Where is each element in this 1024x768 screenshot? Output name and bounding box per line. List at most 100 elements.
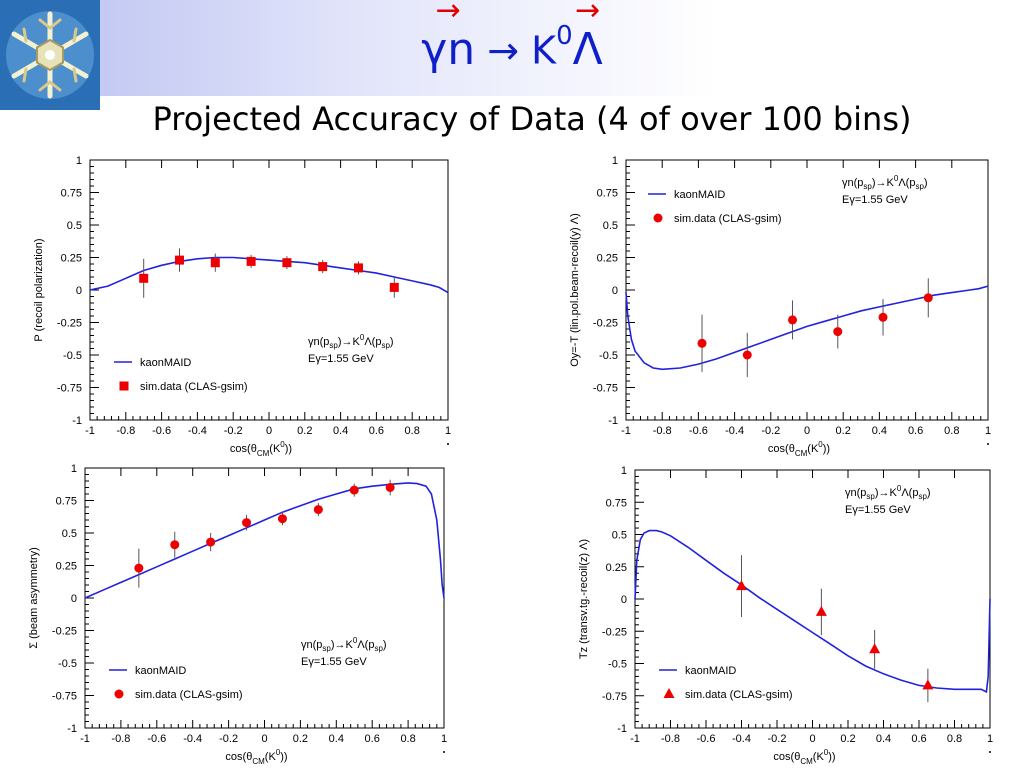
x-tick-label: -0.8: [111, 733, 130, 745]
title-superscript: 0: [556, 21, 573, 51]
energy-annotation: Eγ=1.55 GeV: [308, 353, 374, 365]
x-tick-label: -0.6: [697, 733, 716, 745]
data-point: [389, 282, 399, 292]
reaction-annotation: γn(psp)→K0Λ(psp): [308, 333, 394, 350]
legend-data-label: sim.data (CLAS-gsim): [674, 213, 782, 225]
x-tick-label: 0.8: [405, 425, 420, 437]
reaction-annotation: γn(psp)→K0Λ(psp): [845, 484, 931, 501]
data-point: [385, 483, 395, 492]
y-tick-label: 1: [612, 155, 618, 167]
y-tick-label: 0.75: [56, 496, 77, 508]
chart-svg: -1 -0.8 -0.6 -0.4 -0.2 0 0.2 0.4 0.6 0.8 1 1 0.75 0.5…: [578, 465, 993, 766]
x-tick-label: 0.2: [297, 425, 312, 437]
y-tick-label: 1: [76, 155, 82, 167]
y-tick-label: 0.5: [612, 530, 627, 542]
legend-curve-label: kaonMAID: [140, 357, 191, 369]
x-tick-label: 1: [987, 733, 993, 745]
kaonmaid-curve: [634, 529, 991, 694]
snowflake-logo: [0, 0, 100, 110]
x-tick-label: -0.4: [188, 425, 207, 437]
x-tick-label: -1: [80, 733, 90, 745]
data-point: [282, 258, 292, 268]
y-tick-label: 0.75: [597, 188, 618, 200]
x-axis-label: cos(θCM(K0)): [230, 440, 292, 458]
legend-curve-label: kaonMAID: [674, 189, 725, 201]
x-tick-label: -0.4: [183, 733, 202, 745]
x-tick-label: 0: [804, 425, 810, 437]
x-tick-label: -0.4: [725, 425, 744, 437]
title-banner: [0, 0, 1024, 96]
data-point: [736, 580, 747, 591]
x-tick-label: -1: [85, 425, 95, 437]
y-tick-label: 0.5: [603, 220, 618, 232]
x-axis-label: cos(θCM(K0)): [773, 748, 835, 766]
y-tick-label: -0.5: [608, 659, 627, 671]
y-tick-label: 0.25: [61, 253, 82, 265]
data-point: [354, 263, 363, 273]
legend-data-swatch: [119, 381, 129, 391]
y-tick-label: 0: [621, 594, 627, 606]
title-arrow: → K: [475, 28, 557, 73]
x-tick-label: 0.4: [876, 733, 891, 745]
y-tick-label: -1: [67, 723, 77, 735]
y-tick-label: -0.25: [52, 626, 77, 638]
x-tick-label: -0.2: [768, 733, 787, 745]
x-tick-label: -1: [621, 425, 631, 437]
y-tick-label: 0.75: [61, 188, 82, 200]
x-tick-label: 0.6: [911, 733, 926, 745]
y-tick-label: 1: [621, 465, 627, 477]
y-tick-label: -0.25: [593, 318, 618, 330]
corner-dot: [443, 751, 445, 753]
x-tick-label: -1: [630, 733, 640, 745]
slide-title: γn → K0Λ: [0, 0, 1024, 79]
x-tick-label: 0.4: [872, 425, 887, 437]
x-tick-label: -0.4: [732, 733, 751, 745]
data-point: [878, 312, 888, 322]
reaction-annotation: γn(psp)→K0Λ(psp): [301, 636, 387, 653]
beam-recoil-oy-chart: -1 -0.8 -0.6 -0.4 -0.2 0 0.2 0.4 0.6 0.8 1 1 0.75 0.5…: [560, 148, 1000, 458]
data-point: [313, 505, 323, 515]
y-tick-label: -0.75: [57, 383, 82, 395]
data-point: [246, 256, 256, 266]
x-tick-label: -0.2: [224, 425, 243, 437]
y-tick-label: 0: [612, 285, 618, 297]
data-point: [139, 273, 149, 283]
x-tick-label: -0.8: [116, 425, 135, 437]
x-tick-label: -0.6: [152, 425, 171, 437]
chart-svg: -1 -0.8 -0.6 -0.4 -0.2 0 0.2 0.4 0.6 0.8 1 1 0.75 0.5…: [28, 463, 447, 766]
x-tick-label: 0.8: [400, 733, 415, 745]
y-tick-label: -0.75: [593, 383, 618, 395]
y-tick-label: -0.25: [57, 318, 82, 330]
reaction-annotation: γn(psp)→K0Λ(psp): [842, 174, 928, 191]
y-axis-label: P (recoil polarization): [33, 238, 45, 341]
x-tick-label: 0.6: [908, 425, 923, 437]
y-tick-label: -0.75: [602, 691, 627, 703]
x-tick-label: -0.6: [689, 425, 708, 437]
y-tick-label: -0.5: [599, 350, 618, 362]
kaonmaid-curve: [84, 482, 445, 599]
energy-annotation: Eγ=1.55 GeV: [301, 656, 367, 668]
y-tick-label: -0.5: [58, 658, 77, 670]
x-tick-label: 0: [266, 425, 272, 437]
kaonmaid-curve: [89, 256, 449, 294]
x-tick-label: 0: [809, 733, 815, 745]
energy-annotation: Eγ=1.55 GeV: [845, 504, 911, 516]
y-tick-label: 0: [71, 593, 77, 605]
x-tick-label: 0.6: [365, 733, 380, 745]
y-tick-label: 0.5: [67, 220, 82, 232]
legend-curve-label: kaonMAID: [135, 665, 186, 677]
data-point: [815, 605, 827, 616]
beam-asymmetry-chart: -1 -0.8 -0.6 -0.4 -0.2 0 0.2 0.4 0.6 0.8 1 1 0.75 0.5…: [10, 458, 460, 768]
y-tick-label: 0: [76, 285, 82, 297]
legend-data-swatch: [114, 689, 124, 699]
energy-annotation: Eγ=1.55 GeV: [842, 194, 908, 206]
y-tick-label: 0.75: [606, 497, 627, 509]
legend-data-swatch: [663, 688, 675, 698]
x-tick-label: 1: [441, 733, 447, 745]
data-point: [277, 514, 287, 524]
y-tick-label: -1: [72, 415, 82, 427]
y-tick-label: 0.25: [606, 562, 627, 574]
corner-dot: [447, 443, 449, 445]
data-point: [170, 540, 180, 550]
chart-svg: -1 -0.8 -0.6 -0.4 -0.2 0 0.2 0.4 0.6 0.8 1 1 0.75 0.5…: [33, 155, 451, 458]
